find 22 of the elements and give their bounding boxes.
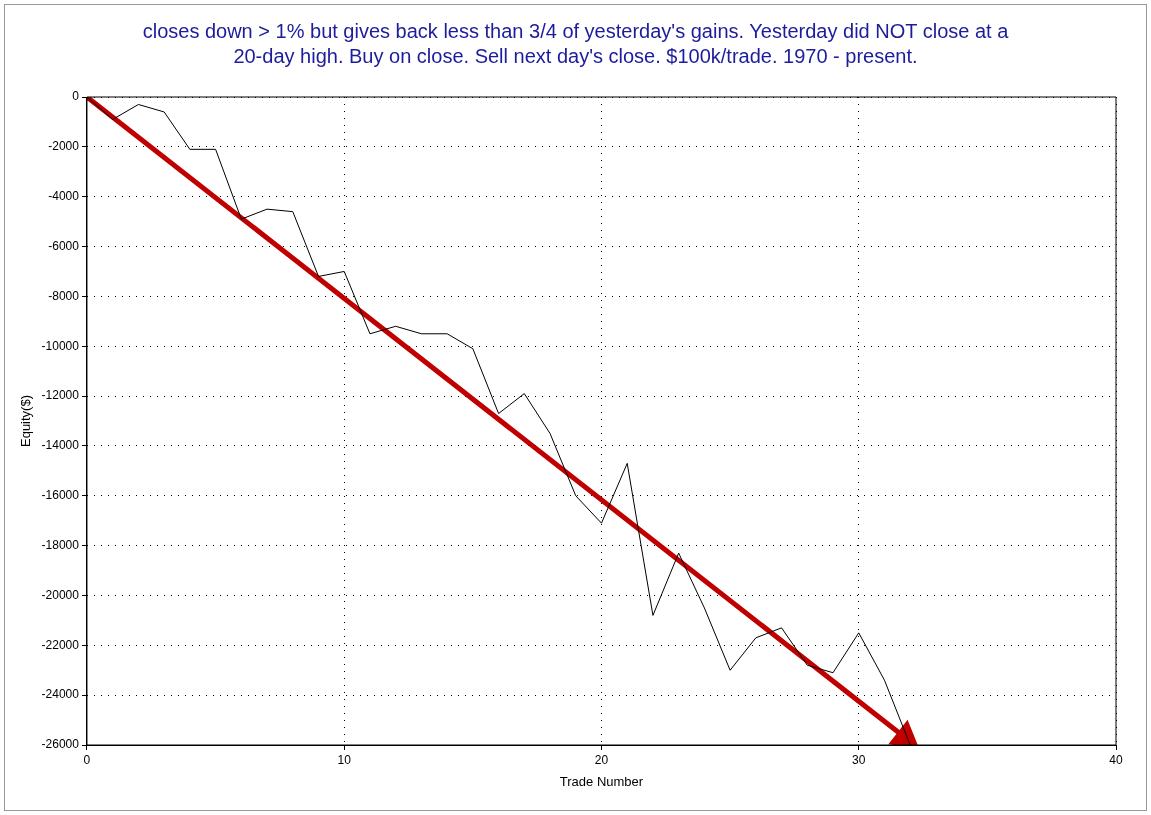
y-tick-label: -26000 bbox=[41, 737, 80, 752]
y-tick-label: -18000 bbox=[41, 537, 80, 552]
x-tick-label: 0 bbox=[83, 752, 91, 767]
y-tick-label: -4000 bbox=[48, 189, 80, 203]
x-tick-label: 30 bbox=[852, 752, 866, 767]
y-tick-label: -16000 bbox=[41, 488, 80, 503]
y-tick-label: -6000 bbox=[48, 238, 80, 253]
chart-title: closes down > 1% but gives back less than 3/4 of yesterday's gains. Yesterday did NOT close at a 20-day high. Buy on close. Sell next day's close. $100k/trade. 1970 - present. bbox=[141, 19, 1010, 69]
x-tick-label: 10 bbox=[337, 752, 352, 767]
y-tick-label: -12000 bbox=[41, 388, 80, 403]
y-tick-label: -22000 bbox=[41, 637, 80, 652]
y-tick-label: -8000 bbox=[48, 288, 80, 303]
x-tick-label: 40 bbox=[1109, 752, 1123, 767]
y-tick-label: -2000 bbox=[48, 139, 80, 154]
y-tick-label: -10000 bbox=[41, 338, 80, 353]
y-axis-title: Equity($) bbox=[18, 394, 34, 448]
x-axis-title: Trade Number bbox=[559, 773, 644, 789]
y-tick-label: -20000 bbox=[41, 587, 80, 602]
y-tick-label: 0 bbox=[72, 89, 80, 104]
x-tick-label: 20 bbox=[594, 752, 609, 767]
y-tick-label: -24000 bbox=[41, 687, 80, 702]
y-tick-label: -14000 bbox=[41, 438, 80, 453]
